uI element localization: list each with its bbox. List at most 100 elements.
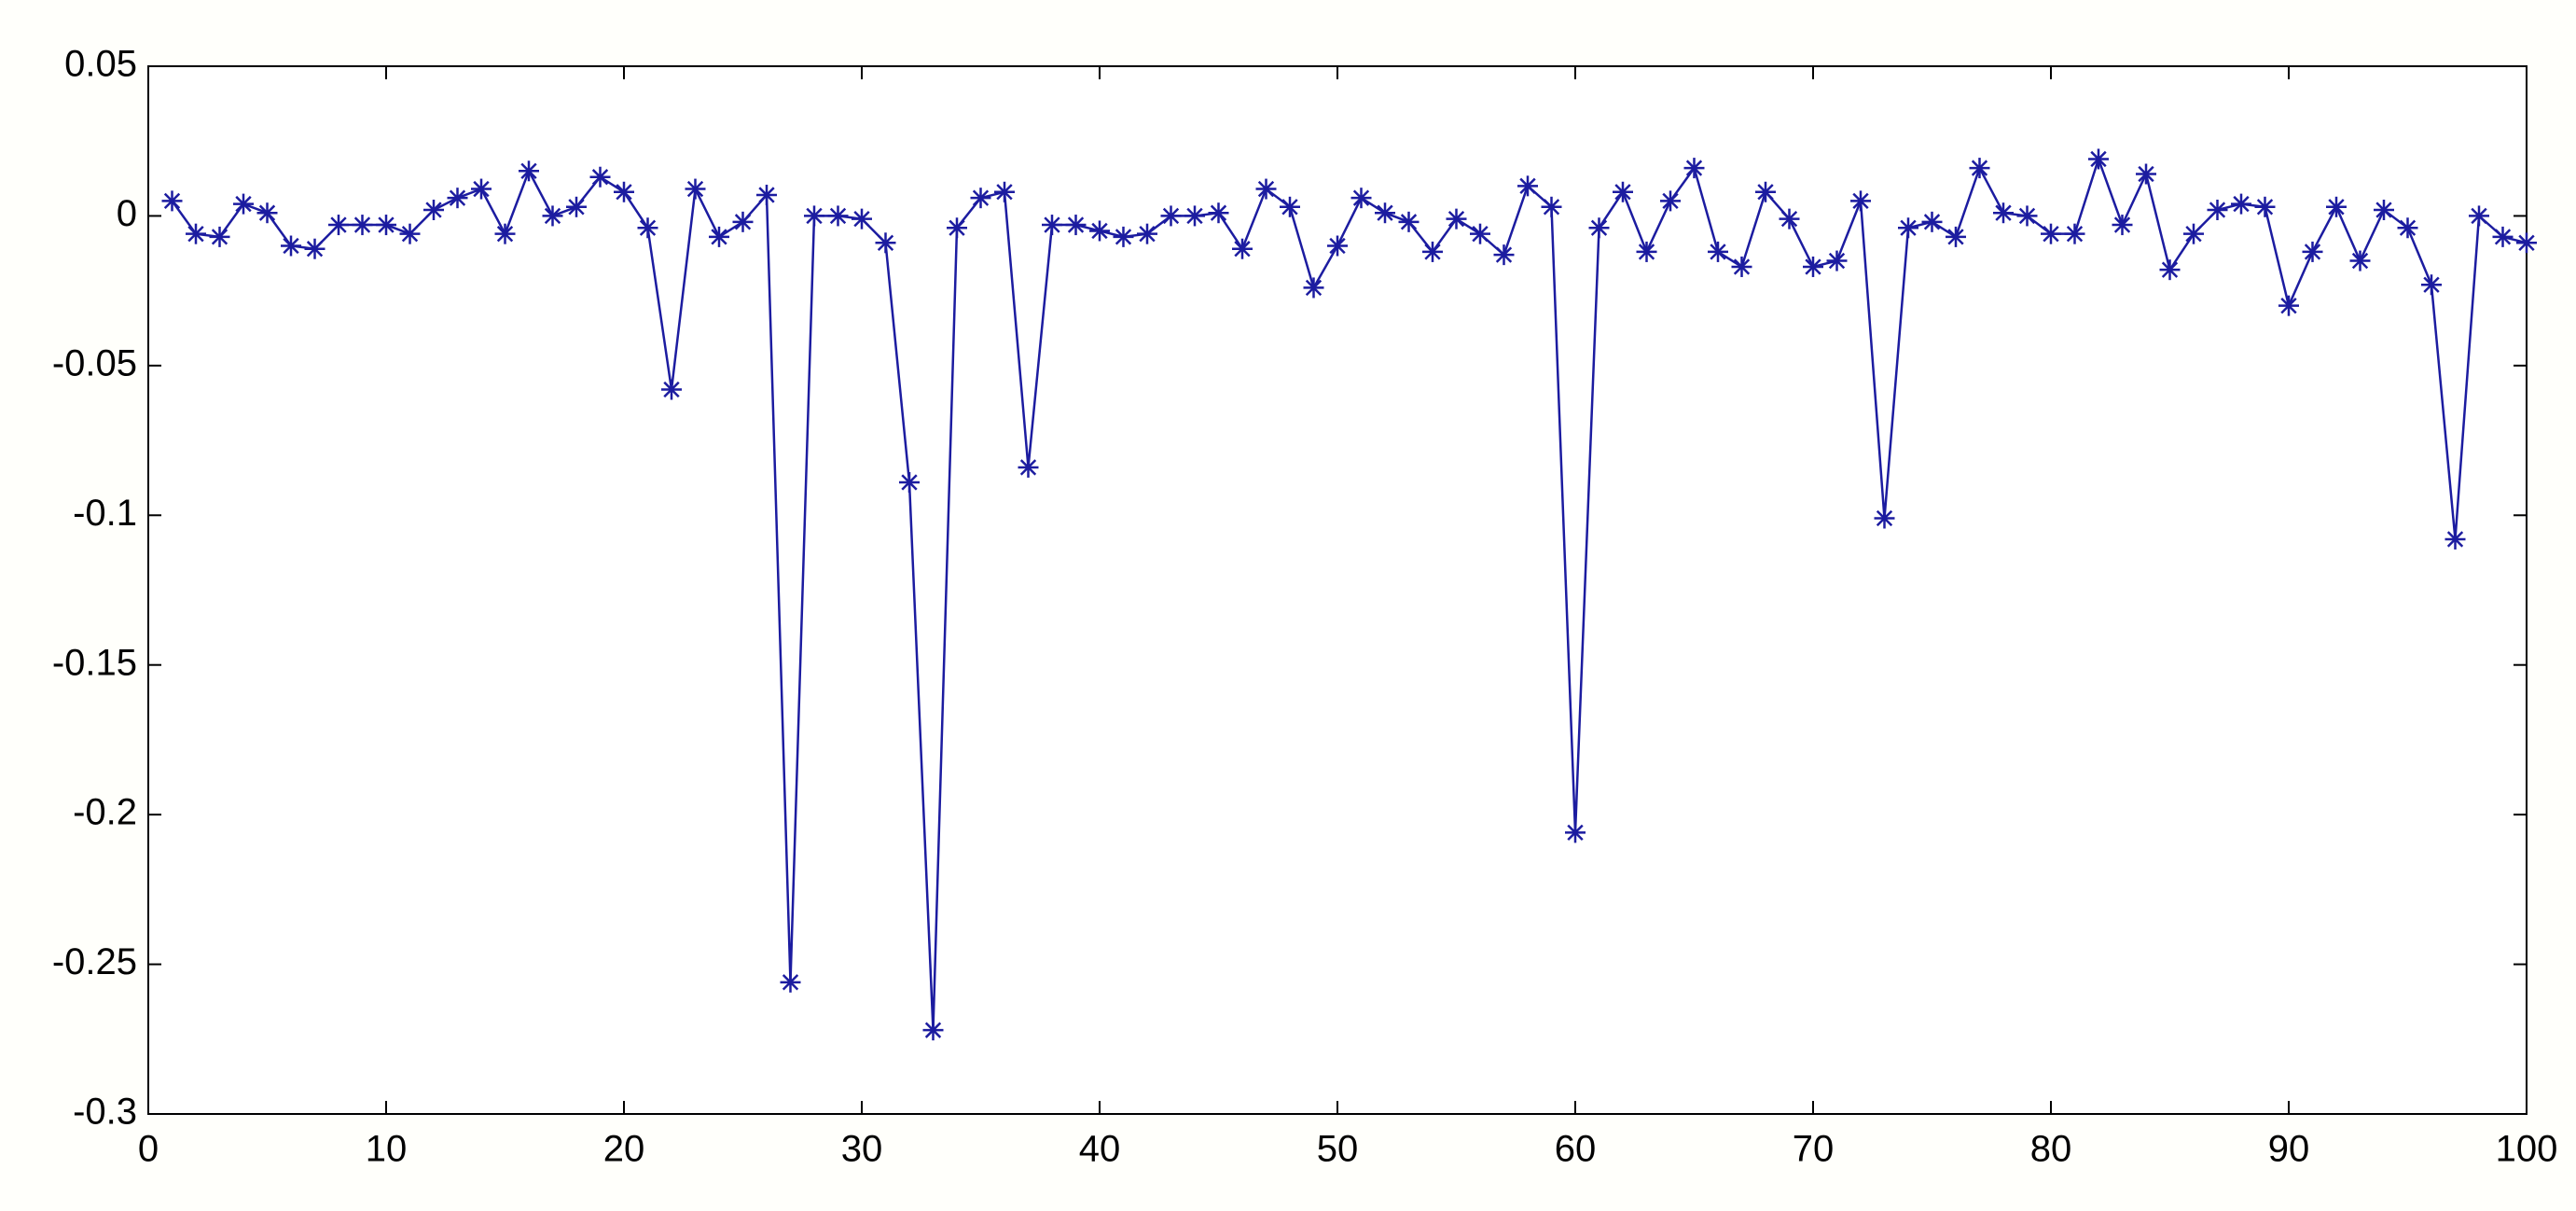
- marker-stroke: [877, 234, 894, 251]
- marker-stroke: [306, 241, 324, 258]
- x-tick-label: 90: [2268, 1129, 2310, 1170]
- marker-stroke: [1257, 180, 1275, 198]
- marker: [1327, 235, 1348, 257]
- marker-stroke: [996, 184, 1013, 201]
- marker: [376, 215, 396, 236]
- marker-stroke: [496, 226, 514, 243]
- marker-stroke: [1115, 229, 1132, 245]
- marker: [827, 205, 849, 227]
- marker: [1350, 188, 1372, 209]
- marker-stroke: [1210, 204, 1227, 221]
- marker-stroke: [1662, 192, 1679, 210]
- marker: [1850, 190, 1871, 212]
- marker: [1208, 202, 1229, 224]
- marker-stroke: [2280, 298, 2297, 314]
- marker: [2016, 205, 2038, 227]
- marker-stroke: [1162, 207, 1180, 225]
- marker-stroke: [163, 192, 181, 210]
- marker: [1280, 196, 1300, 217]
- marker-stroke: [425, 202, 442, 218]
- y-tick-label: -0.15: [52, 642, 137, 683]
- marker-stroke: [2399, 219, 2417, 236]
- marker: [2207, 200, 2228, 221]
- data-line: [171, 155, 2528, 1031]
- marker: [1422, 241, 1443, 262]
- marker: [922, 1020, 944, 1041]
- marker-stroke: [2494, 229, 2512, 245]
- plot-area: [147, 65, 2528, 1115]
- marker-stroke: [187, 226, 204, 243]
- marker: [2112, 215, 2133, 236]
- marker-stroke: [2161, 261, 2179, 278]
- marker: [328, 215, 349, 236]
- marker: [2254, 196, 2276, 217]
- marker-stroke: [1352, 189, 1370, 206]
- marker-stroke: [1685, 160, 1703, 176]
- marker-stroke: [853, 210, 870, 228]
- marker-stroke: [1733, 258, 1751, 275]
- x-tick-label: 20: [603, 1129, 645, 1170]
- marker-stroke: [1329, 237, 1346, 255]
- marker: [2302, 241, 2323, 262]
- marker: [1232, 238, 1253, 259]
- marker: [2349, 250, 2371, 271]
- marker: [1803, 256, 1823, 277]
- marker-stroke: [353, 216, 371, 233]
- marker: [614, 181, 634, 202]
- marker: [1874, 508, 1895, 529]
- marker: [1731, 256, 1752, 277]
- y-tick-label: -0.1: [73, 493, 137, 534]
- marker-stroke: [1923, 214, 1941, 230]
- x-tick-label: 60: [1555, 1129, 1597, 1170]
- marker: [1255, 178, 1277, 200]
- marker: [1493, 244, 1515, 266]
- marker: [2064, 223, 2085, 244]
- marker-stroke: [401, 226, 419, 243]
- marker: [899, 471, 920, 493]
- marker: [1898, 217, 1918, 239]
- marker-stroke: [2471, 207, 2487, 225]
- marker-stroke: [2304, 244, 2321, 260]
- marker: [2088, 148, 2109, 170]
- marker-stroke: [901, 474, 918, 491]
- marker: [1636, 241, 1657, 262]
- marker-stroke: [1472, 226, 1489, 243]
- marker-stroke: [949, 219, 965, 236]
- marker-stroke: [378, 216, 395, 233]
- marker-stroke: [591, 169, 609, 186]
- x-tick-label: 80: [2030, 1129, 2072, 1170]
- marker-stroke: [1900, 219, 1917, 236]
- x-tick-label: 0: [138, 1129, 159, 1170]
- marker-stroke: [1044, 216, 1060, 233]
- marker: [1089, 220, 1110, 242]
- marker: [542, 205, 563, 227]
- marker-stroke: [2518, 234, 2535, 251]
- x-tick-label: 70: [1793, 1129, 1835, 1170]
- marker: [2421, 274, 2442, 296]
- marker: [1541, 196, 1562, 217]
- marker: [447, 188, 468, 209]
- x-tick-label: 10: [366, 1129, 408, 1170]
- marker-stroke: [520, 162, 537, 179]
- marker: [1660, 190, 1681, 212]
- marker: [780, 971, 801, 993]
- marker: [281, 235, 301, 257]
- marker-stroke: [1780, 210, 1798, 228]
- marker-stroke: [2209, 202, 2226, 218]
- marker-stroke: [1590, 219, 1608, 236]
- marker: [2326, 196, 2347, 217]
- marker: [1588, 217, 1610, 239]
- x-tick-label: 30: [841, 1129, 883, 1170]
- marker: [970, 188, 991, 209]
- marker-stroke: [1447, 210, 1465, 228]
- marker: [1137, 223, 1157, 244]
- x-tick-label: 50: [1317, 1129, 1359, 1170]
- marker: [233, 193, 254, 215]
- marker: [804, 205, 824, 227]
- marker: [1470, 223, 1490, 244]
- marker-stroke: [1139, 226, 1156, 243]
- marker: [566, 196, 587, 217]
- marker-stroke: [544, 207, 561, 225]
- marker-stroke: [1400, 214, 1418, 230]
